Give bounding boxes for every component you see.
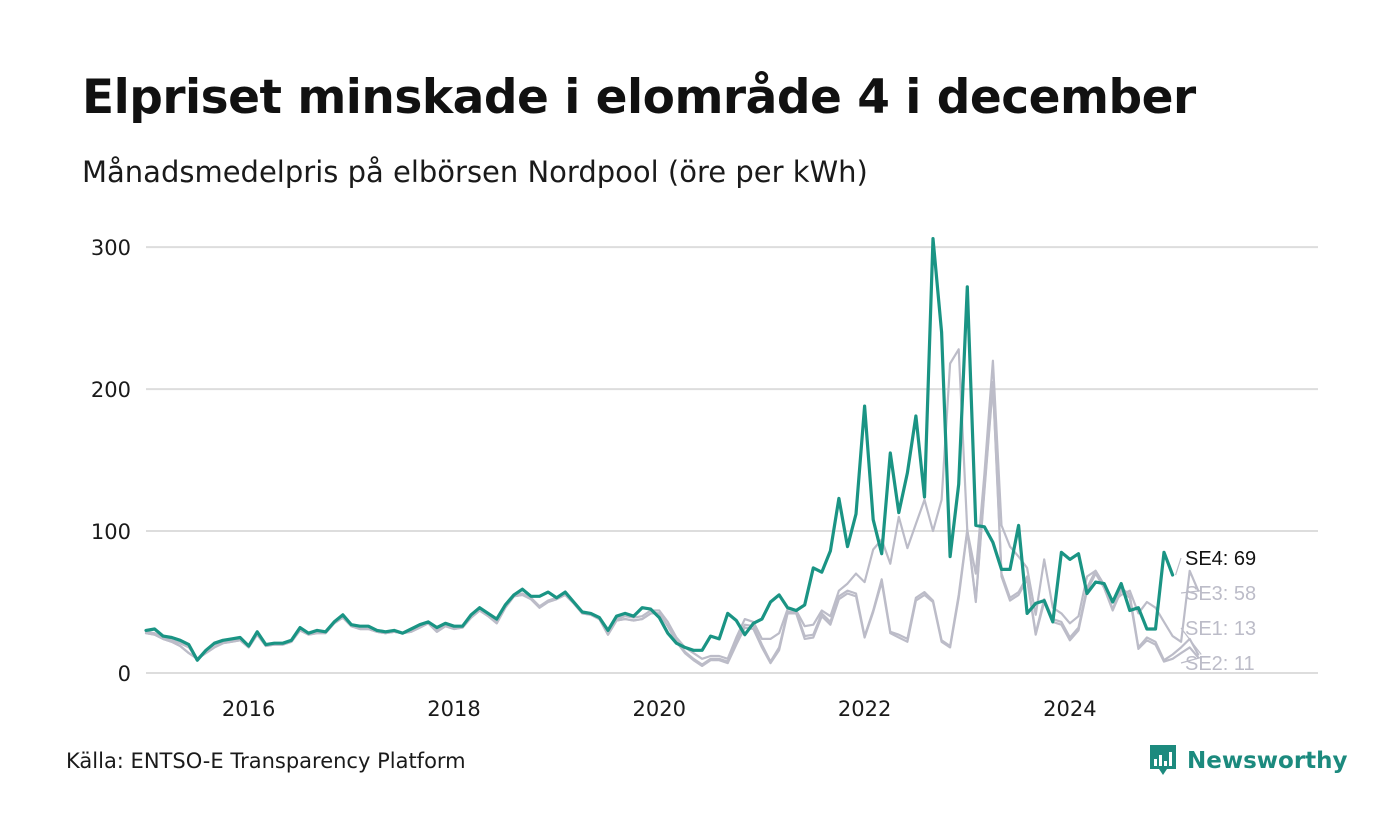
y-tick-label: 300 xyxy=(91,236,131,260)
end-label-se4: SE4: 69 xyxy=(1185,548,1256,570)
y-tick-label: 100 xyxy=(91,520,131,544)
series-line-se4 xyxy=(144,237,1175,662)
end-label-se3: SE3: 58 xyxy=(1185,583,1256,605)
brand-name: Newsworthy xyxy=(1187,748,1348,774)
end-label-leader xyxy=(1180,656,1202,664)
x-tick-label: 2016 xyxy=(222,697,275,721)
y-tick-label: 0 xyxy=(118,662,131,686)
brand: Newsworthy xyxy=(1148,743,1348,779)
chart-title: Elpriset minskade i elområde 4 i decembe… xyxy=(82,70,1196,125)
series-lines xyxy=(144,237,1200,668)
end-label-se2: SE2: 11 xyxy=(1185,653,1255,675)
y-axis-ticks: 0 100 200 300 xyxy=(91,236,131,686)
x-tick-label: 2024 xyxy=(1043,697,1096,721)
series-line-se1 xyxy=(144,380,1200,666)
end-label-leader xyxy=(1180,590,1202,594)
bar-chart-speech-bubble-icon xyxy=(1150,745,1176,775)
x-tick-label: 2020 xyxy=(633,697,686,721)
chart-subtitle: Månadsmedelpris på elbörsen Nordpool (ör… xyxy=(82,155,868,189)
gridlines xyxy=(146,246,1318,674)
series-line-se2 xyxy=(144,383,1200,668)
y-tick-label: 200 xyxy=(91,378,131,402)
source-note: Källa: ENTSO-E Transparency Platform xyxy=(66,749,466,773)
end-label-se1: SE1: 13 xyxy=(1185,618,1256,640)
end-label-leader xyxy=(1180,627,1202,655)
x-tick-label: 2018 xyxy=(427,697,480,721)
x-tick-label: 2022 xyxy=(838,697,891,721)
end-labels: SE1: 13 SE2: 11 SE3: 58 SE4: 69 xyxy=(1174,548,1256,675)
end-label-leader xyxy=(1174,557,1182,576)
x-axis-ticks: 2016 2018 2020 2022 2024 xyxy=(222,697,1097,721)
